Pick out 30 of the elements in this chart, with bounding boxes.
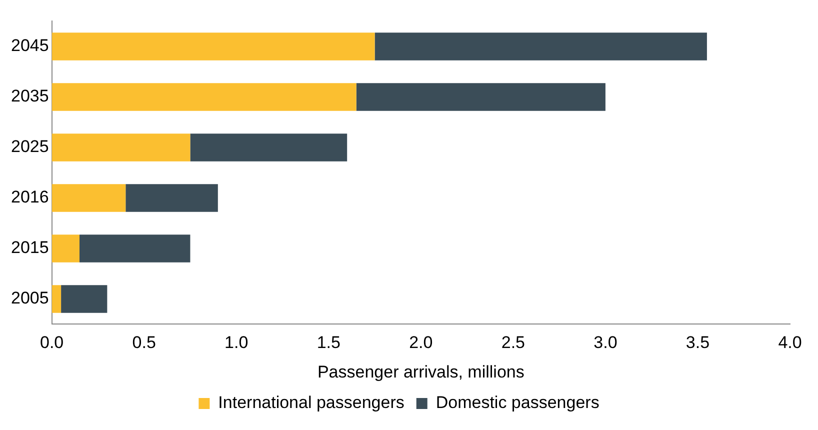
x-tick-label: 2.5 [501,333,525,352]
bar [52,184,126,212]
bar [52,134,190,162]
x-tick-label: 0.0 [40,333,64,352]
x-tick-label: 1.5 [316,333,340,352]
x-tick-label: 3.5 [686,333,710,352]
bar [126,184,218,212]
bar [356,83,606,111]
legend-label: International passengers [218,393,404,412]
x-tick-label: 1.0 [224,333,248,352]
bar [52,83,356,111]
y-tick-label: 2016 [10,188,49,207]
x-tick-label: 3.0 [594,333,618,352]
y-tick-label: 2035 [10,86,49,106]
bar [80,234,190,262]
bar [374,32,707,60]
y-tick-label: 2045 [10,36,49,56]
y-tick-label: 2005 [10,288,49,308]
x-tick-label: 4.0 [778,333,802,352]
y-tick-label: 2025 [10,137,49,156]
x-axis-title: Passenger arrivals, millions [317,362,524,382]
y-tick-label: 2015 [10,238,49,258]
legend-label: Domestic passengers [436,393,600,412]
x-tick-label: 0.5 [132,333,156,352]
bar [52,32,375,60]
bar [52,285,62,313]
x-tick-label: 2.0 [409,333,433,352]
bar [190,134,348,162]
bar [52,234,80,262]
bar [61,285,108,313]
